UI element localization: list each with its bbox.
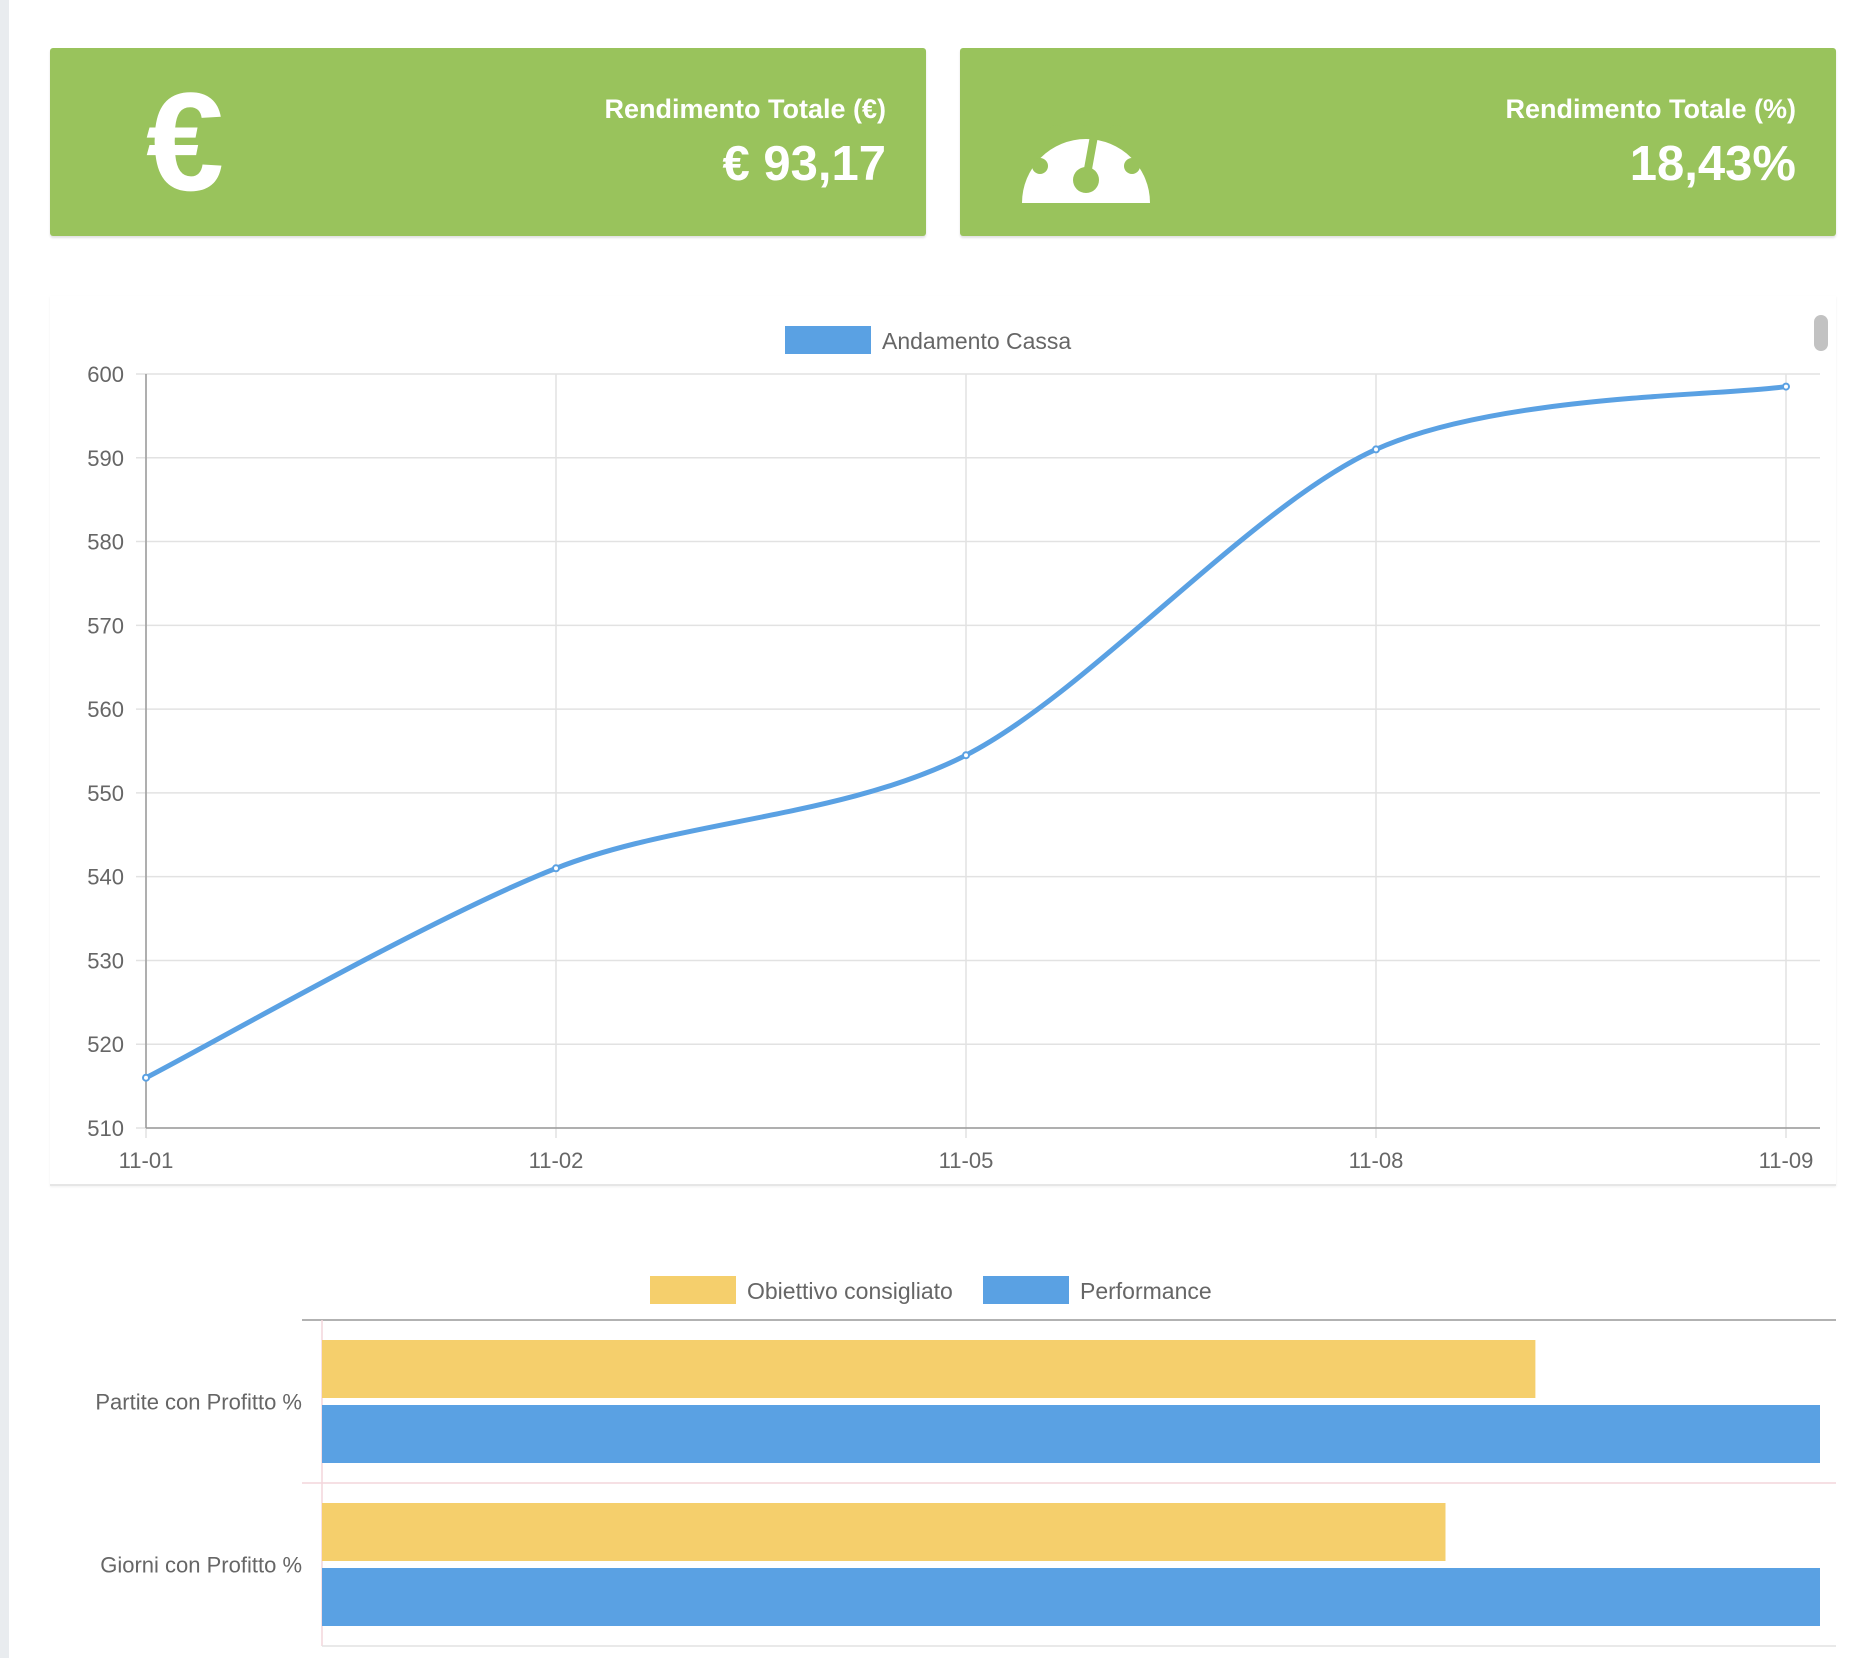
y-tick-label: 530: [87, 948, 124, 973]
y-tick-label: 580: [87, 530, 124, 555]
dashboard-gauge-icon: [1022, 110, 1150, 203]
bar-performance: [322, 1405, 1820, 1463]
x-tick-label: 11-05: [939, 1148, 994, 1173]
y-tick-label: 600: [87, 362, 124, 387]
bar-legend: Obiettivo consigliato Performance: [650, 1276, 1212, 1304]
svg-text:€: €: [146, 78, 224, 208]
total-return-eur-card: € Rendimento Totale (€) € 93,17: [50, 48, 926, 236]
y-tick-label: 550: [87, 781, 124, 806]
data-point: [552, 864, 560, 873]
legend-label-obiettivo: Obiettivo consigliato: [747, 1278, 953, 1304]
profit-bar-panel: Obiettivo consigliato Performance Partite …: [50, 1250, 1836, 1658]
total-return-pct-card: Rendimento Totale (%) 18,43%: [960, 48, 1836, 236]
x-tick-label: 11-02: [529, 1148, 584, 1173]
y-tick-label: 560: [87, 697, 124, 722]
cash-trend-line-chart: Andamento Cassa 510 520 530 540 550 560 570 580 5…: [87, 326, 1820, 1173]
data-point: [1372, 445, 1380, 454]
y-tick-label: 570: [87, 613, 124, 638]
data-point: [962, 751, 970, 760]
legend-label-performance: Performance: [1080, 1278, 1212, 1304]
cash-trend-panel: Andamento Cassa 510 520 530 540 550 560 570 580 5…: [50, 296, 1836, 1186]
y-tick-label: 520: [87, 1032, 124, 1057]
x-tick-label: 11-09: [1759, 1148, 1814, 1173]
category-label: Partite con Profitto %: [95, 1390, 302, 1415]
bar-obiettivo: [322, 1503, 1446, 1561]
line-legend: Andamento Cassa: [785, 326, 1071, 354]
data-point: [1782, 382, 1790, 391]
y-tick-label: 510: [87, 1116, 124, 1141]
x-tick-label: 11-08: [1349, 1148, 1404, 1173]
legend-swatch-andamento-cassa: [785, 326, 871, 354]
total-return-eur-label: Rendimento Totale (€): [604, 94, 886, 124]
total-return-pct-label: Rendimento Totale (%): [1505, 94, 1796, 124]
y-tick-label: 540: [87, 865, 124, 890]
x-tick-label: 11-01: [119, 1148, 174, 1173]
data-point: [142, 1073, 150, 1082]
total-return-eur-value: € 93,17: [722, 137, 887, 191]
legend-swatch-obiettivo: [650, 1276, 736, 1304]
profit-bar-chart: Obiettivo consigliato Performance Partite …: [95, 1276, 1836, 1647]
panel-scrollbar-thumb[interactable]: [1814, 315, 1828, 351]
legend-label-andamento-cassa: Andamento Cassa: [882, 328, 1071, 354]
page-left-border: [0, 0, 9, 1658]
bar-obiettivo: [322, 1340, 1536, 1398]
y-tick-label: 590: [87, 446, 124, 471]
euro-icon: €: [146, 78, 224, 208]
total-return-pct-value: 18,43%: [1629, 137, 1796, 191]
bar-performance: [322, 1568, 1820, 1626]
legend-swatch-performance: [983, 1276, 1069, 1304]
category-label: Giorni con Profitto %: [100, 1553, 302, 1578]
